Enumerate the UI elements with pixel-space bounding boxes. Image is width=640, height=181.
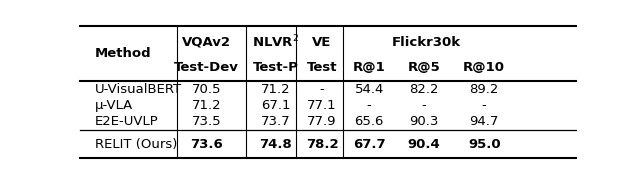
Text: 74.8: 74.8 [260,138,292,151]
Text: 90.3: 90.3 [409,115,438,128]
Text: -: - [319,83,324,96]
Text: R@10: R@10 [463,61,505,74]
Text: 90.4: 90.4 [407,138,440,151]
Text: 67.1: 67.1 [261,99,291,112]
Text: E2E-UVLP: E2E-UVLP [95,115,159,128]
Text: Test-Dev: Test-Dev [174,61,239,74]
Text: 73.5: 73.5 [191,115,221,128]
Text: RELIT (Ours): RELIT (Ours) [95,138,177,151]
Text: Flickr30k: Flickr30k [392,36,461,49]
Text: -: - [421,99,426,112]
Text: Method: Method [95,47,152,60]
Text: R@5: R@5 [407,61,440,74]
Text: 67.7: 67.7 [353,138,385,151]
Text: Test-P: Test-P [253,61,299,74]
Text: VQAv2: VQAv2 [182,36,231,49]
Text: 71.2: 71.2 [261,83,291,96]
Text: 89.2: 89.2 [470,83,499,96]
Text: -: - [367,99,372,112]
Text: 82.2: 82.2 [409,83,438,96]
Text: 73.7: 73.7 [261,115,291,128]
Text: 65.6: 65.6 [355,115,384,128]
Text: Test: Test [307,61,337,74]
Text: R@1: R@1 [353,61,385,74]
Text: 70.5: 70.5 [192,83,221,96]
Text: U-VisualBERT: U-VisualBERT [95,83,182,96]
Text: 94.7: 94.7 [470,115,499,128]
Text: -: - [482,99,486,112]
Text: NLVR$^2$: NLVR$^2$ [252,34,300,50]
Text: VE: VE [312,36,332,49]
Text: 73.6: 73.6 [190,138,223,151]
Text: 71.2: 71.2 [191,99,221,112]
Text: 78.2: 78.2 [306,138,339,151]
Text: 54.4: 54.4 [355,83,384,96]
Text: 77.9: 77.9 [307,115,337,128]
Text: 77.1: 77.1 [307,99,337,112]
Text: μ-VLA: μ-VLA [95,99,133,112]
Text: 95.0: 95.0 [468,138,500,151]
